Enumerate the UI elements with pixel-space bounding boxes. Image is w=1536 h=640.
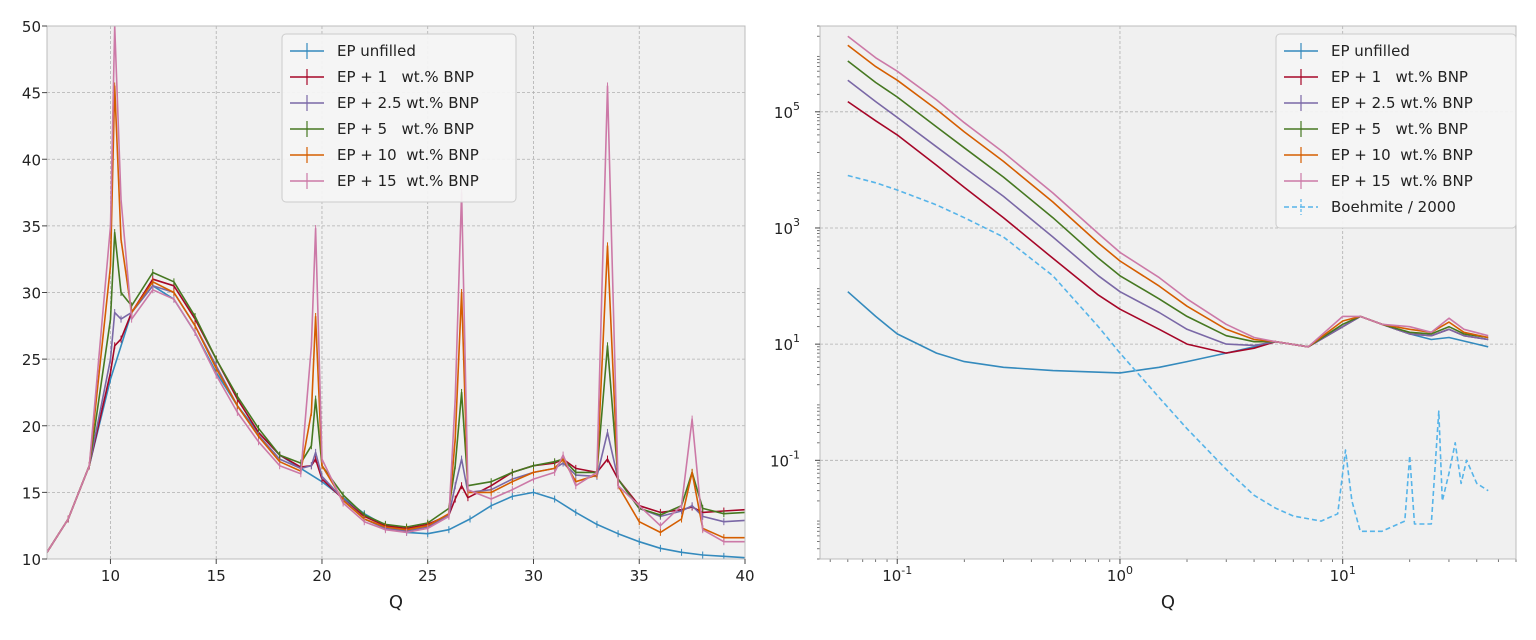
y-tick-label: 101 [774, 332, 800, 354]
x-tick-exponent: -1 [901, 564, 912, 577]
y-tick-exponent: 1 [793, 332, 800, 345]
y-tick-label: 20 [22, 418, 41, 436]
legend-label-ep-10-wt-bnp: EP + 10 wt.% BNP [1331, 146, 1473, 164]
y-tick-label: 40 [22, 151, 41, 169]
series-line-ep-2-5-wt-bnp [847, 79, 1489, 348]
legend-label-ep-2-5-wt-bnp: EP + 2.5 wt.% BNP [337, 94, 479, 112]
legend-label-ep-15-wt-bnp: EP + 15 wt.% BNP [337, 172, 479, 190]
x-tick-label: 101 [1330, 564, 1356, 585]
series-line-boehmite-2000 [847, 174, 1489, 533]
legend-label-ep-unfilled: EP unfilled [1331, 42, 1410, 60]
x-tick-label: 30 [524, 567, 543, 585]
y-tick-label: 35 [22, 218, 41, 236]
y-tick-label: 103 [774, 216, 800, 238]
series-line-ep-10-wt-bnp [847, 44, 1489, 348]
legend-label-ep-2-5-wt-bnp: EP + 2.5 wt.% BNP [1331, 94, 1473, 112]
left-chart-panel: 10 15 20 25 30 35 40 10 15 20 25 30 35 40 45 50 Q EP unfi… [22, 18, 755, 613]
x-tick-label: 10 [101, 567, 120, 585]
x-axis-label: Q [1161, 592, 1175, 613]
y-tick-label: 45 [22, 85, 41, 103]
x-tick-label: 100 [1107, 564, 1133, 585]
legend-label-ep-10-wt-bnp: EP + 10 wt.% BNP [337, 146, 479, 164]
legend-label-ep-1-wt-bnp: EP + 1 wt.% BNP [337, 68, 474, 86]
x-tick-exponent: 0 [1126, 564, 1133, 577]
x-tick-label: 40 [735, 567, 754, 585]
x-tick-exponent: 1 [1349, 564, 1356, 577]
plot-area [847, 35, 1489, 533]
y-tick-label: 10 [22, 551, 41, 569]
legend-label-boehmite-2000: Boehmite / 2000 [1331, 198, 1456, 216]
legend-box [1275, 33, 1517, 229]
y-tick-label: 15 [22, 484, 41, 502]
series-line-ep-5-wt-bnp [847, 60, 1489, 348]
legend: EP unfilled EP + 1 wt.% BNP EP + 2.5 wt.% … [281, 33, 517, 203]
y-tick-label: 50 [22, 18, 41, 36]
x-tick-label: 35 [630, 567, 649, 585]
series-line-ep-15-wt-bnp [847, 35, 1489, 348]
legend: EP unfilled EP + 1 wt.% BNP EP + 2.5 wt.% … [1275, 33, 1517, 229]
legend-box [281, 33, 517, 203]
y-tick-label: 25 [22, 351, 41, 369]
x-tick-label: 25 [418, 567, 437, 585]
x-tick-label: 15 [207, 567, 226, 585]
legend-label-ep-unfilled: EP unfilled [337, 42, 416, 60]
y-tick-label: 30 [22, 285, 41, 303]
legend-label-ep-5-wt-bnp: EP + 5 wt.% BNP [337, 120, 474, 138]
plot-area [47, 26, 745, 559]
plot-frame [819, 25, 1517, 560]
legend-label-ep-1-wt-bnp: EP + 1 wt.% BNP [1331, 68, 1468, 86]
legend-label-ep-5-wt-bnp: EP + 5 wt.% BNP [1331, 120, 1468, 138]
x-axis-label: Q [389, 592, 403, 613]
y-tick-label: 10-1 [770, 448, 800, 470]
y-tick-exponent: 3 [793, 216, 800, 229]
y-tick-exponent: 5 [793, 100, 800, 113]
y-tick-exponent: -1 [789, 448, 800, 461]
x-tick-label: 20 [312, 567, 331, 585]
legend-label-ep-15-wt-bnp: EP + 15 wt.% BNP [1331, 172, 1473, 190]
x-tick-label: 10-1 [882, 564, 912, 585]
y-tick-label: 105 [774, 100, 800, 122]
